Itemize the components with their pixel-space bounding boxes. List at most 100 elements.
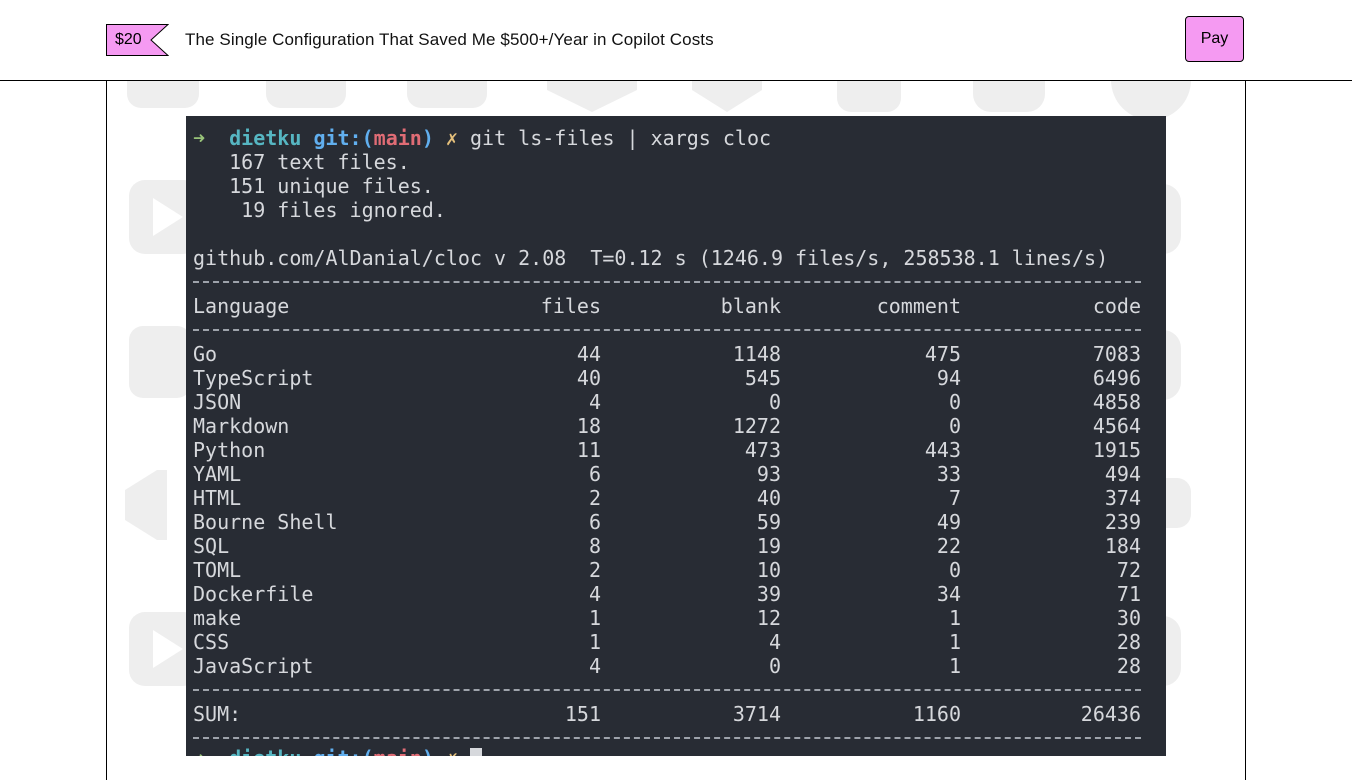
cell-blank: 39	[756, 582, 781, 606]
prompt-git-label: git:(	[313, 746, 373, 756]
cell-language: Bourne Shell	[193, 510, 338, 534]
cell-code: 28	[1116, 630, 1141, 654]
cell-language: HTML	[193, 486, 242, 510]
cell-code: 30	[1116, 606, 1141, 630]
separator-line	[193, 270, 1141, 294]
cell-language: Python	[193, 438, 266, 462]
cell-language: JavaScript	[193, 654, 314, 678]
cell-blank: 93	[756, 462, 781, 486]
table-row: Markdown 18 1272 0 4564	[193, 414, 1141, 438]
cell-blank: 4	[768, 630, 781, 654]
cell-comment: 443	[924, 438, 961, 462]
cell-blank: 473	[744, 438, 781, 462]
cell-comment: 94	[936, 366, 961, 390]
cell-comment: 22	[936, 534, 961, 558]
cell-files: 6	[588, 462, 601, 486]
cell-language: Dockerfile	[193, 582, 314, 606]
cell-files: 2	[588, 558, 601, 582]
cell-comment: 1	[948, 654, 961, 678]
cell-code: 494	[1104, 462, 1141, 486]
terminal-cursor	[470, 748, 483, 756]
cell-code: 239	[1104, 510, 1141, 534]
prompt-branch: main	[374, 746, 422, 756]
cell-blank: 1148	[732, 342, 781, 366]
cell-comment: 1	[948, 606, 961, 630]
summary-line-ignored-files: 19 files ignored.	[193, 198, 446, 222]
cell-blank: 1272	[732, 414, 781, 438]
cell-files: 4	[588, 654, 601, 678]
cell-blank: 12	[756, 606, 781, 630]
cell-language: Go	[193, 342, 218, 366]
sum-label: SUM:	[193, 702, 242, 726]
cell-code: 4858	[1092, 390, 1141, 414]
terminal-prompt-line: ➜ dietku git:(main) ✗ git ls-files | xar…	[193, 126, 771, 150]
cell-code: 6496	[1092, 366, 1141, 390]
price-tag-shape	[106, 24, 169, 56]
cell-language: CSS	[193, 630, 230, 654]
cell-language: TypeScript	[193, 366, 314, 390]
cell-code: 184	[1104, 534, 1141, 558]
cell-comment: 0	[948, 558, 961, 582]
column-header-language: Language	[193, 294, 290, 318]
table-row: Bourne Shell 6 59 49 239	[193, 510, 1141, 534]
prompt-arrow: ➜	[193, 746, 205, 756]
sum-row: SUM: 151 3714 1160 26436	[193, 702, 1141, 726]
sum-files: 151	[564, 702, 601, 726]
table-row: SQL 8 19 22 184	[193, 534, 1141, 558]
cell-files: 40	[576, 366, 601, 390]
cell-blank: 0	[768, 654, 781, 678]
cell-comment: 49	[936, 510, 961, 534]
table-row: JavaScript 4 0 1 28	[193, 654, 1141, 678]
prompt-directory: dietku	[229, 126, 302, 150]
cell-blank: 0	[768, 390, 781, 414]
table-row: TypeScript 40 545 94 6496	[193, 366, 1141, 390]
table-row: JSON 4 0 0 4858	[193, 390, 1141, 414]
cell-code: 1915	[1092, 438, 1141, 462]
cell-code: 374	[1104, 486, 1141, 510]
prompt-dirty-mark: ✗	[445, 126, 458, 150]
prompt-branch: main	[373, 126, 422, 150]
column-header-comment: comment	[876, 294, 961, 318]
cell-comment: 0	[948, 390, 961, 414]
cell-code: 72	[1116, 558, 1141, 582]
separator-line	[193, 726, 1141, 750]
cell-blank: 19	[756, 534, 781, 558]
cell-files: 4	[588, 390, 601, 414]
column-header-files: files	[540, 294, 601, 318]
table-row: TOML 2 10 0 72	[193, 558, 1141, 582]
pay-button[interactable]: Pay	[1185, 16, 1244, 62]
table-row: HTML 2 40 7 374	[193, 486, 1141, 510]
prompt-git-close: )	[422, 746, 434, 756]
cell-code: 7083	[1092, 342, 1141, 366]
summary-line-unique-files: 151 unique files.	[193, 174, 434, 198]
cell-blank: 545	[744, 366, 781, 390]
table-row: YAML 6 93 33 494	[193, 462, 1141, 486]
cell-language: JSON	[193, 390, 242, 414]
cell-files: 18	[576, 414, 601, 438]
table-row: Python 11 473 443 1915	[193, 438, 1141, 462]
cell-files: 2	[588, 486, 601, 510]
cell-comment: 1	[948, 630, 961, 654]
cell-files: 4	[588, 582, 601, 606]
cell-comment: 7	[948, 486, 961, 510]
summary-line-text-files: 167 text files.	[193, 150, 410, 174]
cell-language: Markdown	[193, 414, 290, 438]
prompt-git-label: git:(	[313, 126, 374, 150]
cell-comment: 34	[936, 582, 961, 606]
page-title: The Single Configuration That Saved Me $…	[185, 30, 714, 49]
cell-comment: 33	[936, 462, 961, 486]
cell-blank: 40	[756, 486, 781, 510]
cell-language: YAML	[193, 462, 242, 486]
cell-files: 1	[588, 630, 601, 654]
table-row: Go 44 1148 475 7083	[193, 342, 1141, 366]
table-header-row: Language files blank comment code	[193, 294, 1141, 318]
cell-blank: 10	[756, 558, 781, 582]
column-header-blank: blank	[720, 294, 781, 318]
prompt-dirty-mark: ✗	[446, 746, 458, 756]
cell-comment: 475	[924, 342, 961, 366]
cell-language: make	[193, 606, 242, 630]
table-row: make 1 12 1 30	[193, 606, 1141, 630]
price-tag: $20	[106, 24, 169, 56]
sum-code: 26436	[1080, 702, 1141, 726]
cell-files: 11	[576, 438, 601, 462]
